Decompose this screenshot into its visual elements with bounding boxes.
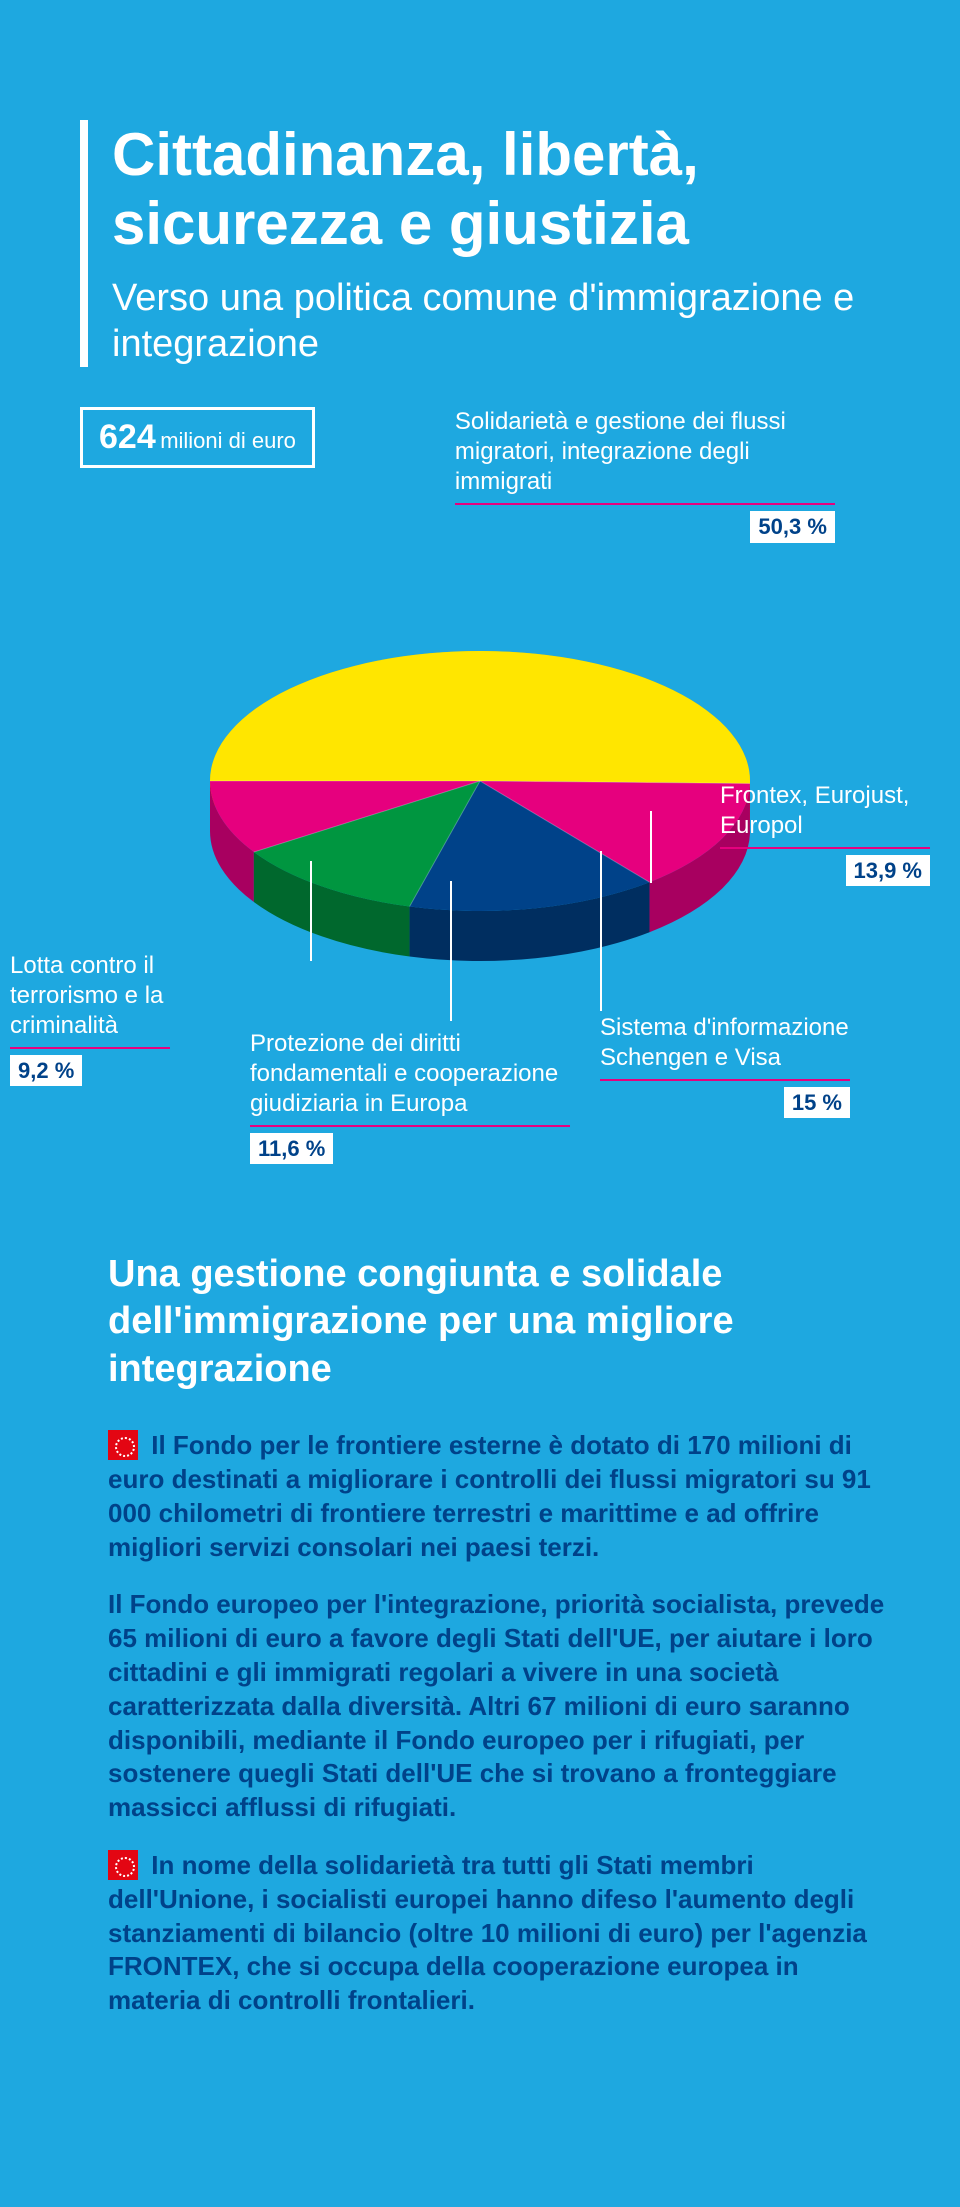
pie-chart xyxy=(200,591,760,1011)
rose-icon xyxy=(108,1430,138,1460)
label-terrorism: Lotta contro il terrorismo e la criminal… xyxy=(10,951,170,1087)
budget-value: 624 xyxy=(99,418,156,456)
rule-icon xyxy=(720,847,930,849)
paragraph-3: In nome della solidarietà tra tutti gli … xyxy=(108,1849,890,2018)
rule-icon xyxy=(455,503,835,505)
paragraph-2: Il Fondo europeo per l'integrazione, pri… xyxy=(108,1588,890,1825)
pct-schengen: 15 % xyxy=(784,1087,850,1119)
pct-rights: 11,6 % xyxy=(250,1133,333,1165)
budget-unit: milioni di euro xyxy=(160,428,296,453)
label-frontex-text: Frontex, Eurojust, Europol xyxy=(720,781,930,841)
page-title: Cittadinanza, libertà, sicurezza e giust… xyxy=(112,120,900,258)
leader-line xyxy=(650,811,652,883)
section-heading: Una gestione congiunta e solidale dell'i… xyxy=(108,1251,890,1394)
paragraph-3-text: In nome della solidarietà tra tutti gli … xyxy=(108,1850,867,2015)
page-subtitle: Verso una politica comune d'immigrazione… xyxy=(112,276,900,367)
rose-icon xyxy=(108,1850,138,1880)
leader-line xyxy=(600,851,602,1011)
paragraph-1: Il Fondo per le frontiere esterne è dota… xyxy=(108,1429,890,1564)
label-rights-text: Protezione dei diritti fondamentali e co… xyxy=(250,1029,570,1119)
label-rights: Protezione dei diritti fondamentali e co… xyxy=(250,1029,570,1165)
pct-frontex: 13,9 % xyxy=(846,855,931,887)
pie-chart-area: Frontex, Eurojust, Europol 13,9 % Sistem… xyxy=(80,551,900,1191)
rule-icon xyxy=(600,1079,850,1081)
leader-line xyxy=(450,881,452,1021)
title-block: Cittadinanza, libertà, sicurezza e giust… xyxy=(80,120,900,367)
budget-row: 624 milioni di euro Solidarietà e gestio… xyxy=(80,407,900,543)
budget-box: 624 milioni di euro xyxy=(80,407,315,468)
rule-icon xyxy=(250,1125,570,1127)
label-schengen-text: Sistema d'informazione Schengen e Visa xyxy=(600,1013,850,1073)
leader-line xyxy=(310,861,312,961)
rule-icon xyxy=(10,1047,170,1049)
label-schengen: Sistema d'informazione Schengen e Visa 1… xyxy=(600,1013,850,1119)
label-solidarity: Solidarietà e gestione dei flussi migrat… xyxy=(455,407,835,543)
paragraph-2-text: Il Fondo europeo per l'integrazione, pri… xyxy=(108,1589,884,1822)
pct-solidarity: 50,3 % xyxy=(750,511,835,543)
label-frontex: Frontex, Eurojust, Europol 13,9 % xyxy=(720,781,930,887)
paragraph-1-text: Il Fondo per le frontiere esterne è dota… xyxy=(108,1430,871,1561)
label-solidarity-text: Solidarietà e gestione dei flussi migrat… xyxy=(455,407,835,497)
content-body: Una gestione congiunta e solidale dell'i… xyxy=(80,1251,900,2018)
pct-terrorism: 9,2 % xyxy=(10,1055,82,1087)
label-terrorism-text: Lotta contro il terrorismo e la criminal… xyxy=(10,951,170,1041)
